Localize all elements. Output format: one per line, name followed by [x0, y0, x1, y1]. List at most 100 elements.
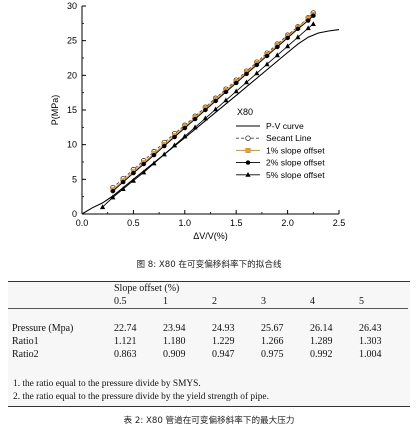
slope-offset-2-point: [305, 18, 311, 23]
slope-offset-5-line: [102, 23, 314, 208]
x-tick-label: 2.5: [333, 218, 346, 228]
table-cell: 1.229: [212, 336, 235, 347]
slope-offset-5-point: [110, 194, 116, 200]
slope-offset-2-point: [213, 98, 218, 104]
table-corner: [8, 282, 114, 295]
table-cell: 24.93: [212, 323, 235, 334]
slope-offset-5-point: [223, 97, 229, 103]
slope-offset-5-point: [182, 133, 188, 139]
legend-label: P-V curve: [266, 121, 304, 131]
row-label: Ratio2: [12, 349, 39, 360]
figure-caption: 图 8: X80 在可变偏移斜率下的拟合线: [136, 260, 282, 270]
slope-offset-5-point: [310, 21, 316, 27]
row-label: Ratio1: [12, 336, 39, 347]
slope-offset-2-point: [120, 179, 126, 185]
row-label: Pressure (Mpa): [12, 323, 74, 334]
slope-offset-2-point: [172, 134, 177, 140]
table-cell: 0.992: [310, 349, 333, 360]
column-header: 4: [310, 295, 359, 309]
column-header: 1: [163, 295, 212, 309]
legend-marker: [245, 172, 251, 177]
legend-marker: [245, 160, 251, 165]
legend-marker: [245, 135, 251, 141]
x-axis-label: ΔV/V(%): [193, 231, 228, 241]
y-tick-label: 20: [67, 70, 77, 80]
slope-offset-2-point: [110, 188, 116, 194]
table-row: Ratio1 1.121 1.180 1.229 1.266 1.289 1.3…: [8, 335, 408, 348]
slope-offset-2-point: [295, 26, 301, 32]
table-cell: 25.67: [261, 323, 284, 334]
slope-offset-5-point: [254, 70, 260, 76]
legend-label: 2% slope offset: [266, 158, 325, 168]
slope-offset-2-point: [275, 44, 280, 50]
slope-offset-2-point: [182, 125, 187, 131]
table-caption: 表 2: X80 管道在可变偏移斜率下的最大压力: [123, 416, 295, 426]
slope-offset-5-point: [151, 160, 157, 166]
table-cell: 0.975: [261, 349, 284, 360]
x-tick-label: 1.0: [179, 218, 192, 228]
y-axis-label: P(MPa): [50, 95, 60, 126]
slope-offset-5-point: [192, 124, 198, 130]
y-tick-label: 0: [72, 209, 77, 219]
y-tick-label: 30: [67, 1, 77, 11]
slope-offset-5-point: [285, 43, 291, 49]
slope-offset-2-point: [234, 80, 239, 86]
slope-offset-5-point: [171, 142, 178, 148]
y-tick-label: 5: [72, 174, 77, 184]
column-header: 2: [212, 295, 261, 309]
slope-offset-2-point: [141, 161, 146, 167]
slope-offset-5-point: [120, 186, 126, 192]
table-cell: 1.289: [310, 336, 333, 347]
table-note: 1. the ratio equal to the pressure divid…: [13, 379, 201, 389]
slope-offset-2-point: [162, 143, 167, 149]
pv-curve-line: [81, 29, 340, 215]
slope-offset-5-point: [99, 204, 106, 210]
chart-title: X80: [237, 107, 253, 117]
slope-offset-2-point: [285, 35, 290, 41]
pv-chart: 0.0 0.5 1.0 1.5 2.0 2.5 0 5 10 15 20 25 30 ΔV/V(%) P(M…: [50, 1, 346, 241]
slope-offset-header: Slope offset (%): [114, 283, 180, 294]
legend-label: Secant Line: [266, 133, 312, 143]
slope-offset-2-point: [192, 116, 198, 122]
table-row: Ratio2 0.863 0.909 0.947 0.975 0.992 1.0…: [8, 348, 408, 361]
table-cell: 1.266: [261, 336, 284, 347]
column-header-row: 0.5 1 2 3 4 5: [8, 295, 408, 309]
slope-offset-2-point: [244, 71, 249, 77]
slope-offset-2-point: [311, 13, 316, 18]
slope-offset-5-point: [295, 34, 301, 40]
table-cell: 0.947: [212, 349, 235, 360]
x-tick-label: 2.0: [281, 218, 294, 228]
legend-marker: [245, 147, 251, 153]
slope-offset-2-point: [264, 53, 270, 59]
column-header: 0.5: [114, 295, 163, 309]
table-cell: 26.43: [359, 323, 382, 334]
column-header: 3: [261, 295, 310, 309]
slope-offset-2-point: [223, 89, 229, 95]
table-cell: 26.14: [310, 323, 333, 334]
table-cell: 0.909: [163, 349, 186, 360]
table-cell: 1.121: [114, 336, 137, 347]
slope-offset-2-point: [254, 62, 259, 68]
y-tick-label: 15: [67, 105, 77, 115]
slope-offset-2-point: [203, 107, 208, 113]
slope-offset-5-point: [130, 177, 136, 183]
x-tick-label: 0.5: [127, 218, 140, 228]
slope-offset-5-point: [213, 106, 219, 112]
results-table-panel: Slope offset (%) 0.5 1 2 3 4 5 Pressure …: [8, 281, 410, 407]
results-table: Slope offset (%) 0.5 1 2 3 4 5 Pressure …: [8, 282, 408, 361]
table-cell: 22.74: [114, 323, 137, 334]
table-cell: 1.004: [359, 349, 382, 360]
column-header-blank: [8, 295, 114, 309]
column-header: 5: [359, 295, 408, 309]
table-row: Pressure (Mpa) 22.74 23.94 24.93 25.67 2…: [8, 322, 408, 335]
slope-offset-5-point: [274, 52, 280, 58]
slope-offset-5-point: [264, 61, 270, 67]
x-tick-label: 1.5: [230, 218, 243, 228]
table-cell: 1.180: [163, 336, 186, 347]
slope-offset-5-point: [141, 169, 147, 175]
legend-label: 1% slope offset: [266, 145, 325, 155]
table-note: 2. the ratio equal to the pressure divid…: [13, 392, 269, 402]
y-tick-label: 25: [67, 36, 77, 46]
slope-offset-5-point: [202, 115, 208, 121]
table-notes: 1. the ratio equal to the pressure divid…: [13, 378, 269, 404]
